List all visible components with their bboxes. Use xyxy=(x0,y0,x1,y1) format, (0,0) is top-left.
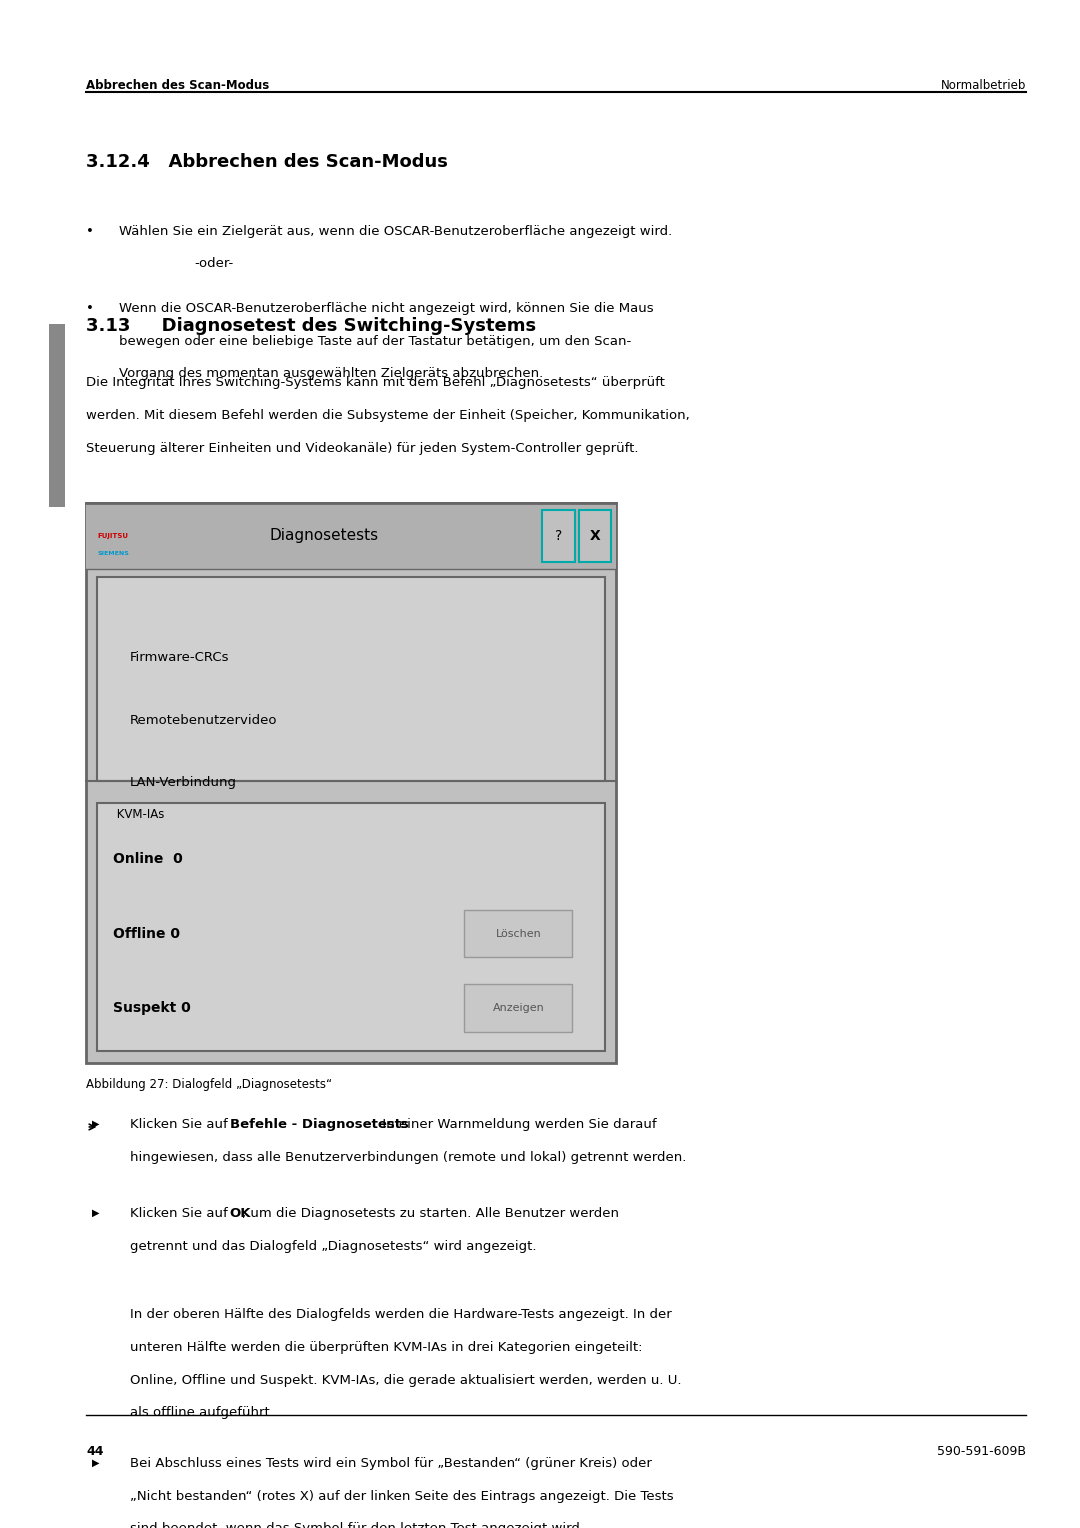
Text: OK: OK xyxy=(230,1207,252,1221)
Text: •: • xyxy=(86,225,94,237)
Text: Klicken Sie auf: Klicken Sie auf xyxy=(130,1207,231,1221)
FancyBboxPatch shape xyxy=(86,503,616,570)
Text: ▶: ▶ xyxy=(92,1458,99,1468)
Text: Firmware-CRCs: Firmware-CRCs xyxy=(130,651,229,665)
FancyBboxPatch shape xyxy=(579,510,611,562)
Text: bewegen oder eine beliebige Taste auf der Tastatur betätigen, um den Scan-: bewegen oder eine beliebige Taste auf de… xyxy=(119,335,631,347)
Text: getrennt und das Dialogfeld „Diagnosetests“ wird angezeigt.: getrennt und das Dialogfeld „Diagnosetes… xyxy=(130,1239,536,1253)
FancyBboxPatch shape xyxy=(464,909,572,958)
Text: In der oberen Hälfte des Dialogfelds werden die Hardware-Tests angezeigt. In der: In der oberen Hälfte des Dialogfelds wer… xyxy=(130,1308,672,1322)
Text: Abbrechen des Scan-Modus: Abbrechen des Scan-Modus xyxy=(86,79,270,92)
Text: als offline aufgeführt.: als offline aufgeführt. xyxy=(130,1406,273,1420)
Text: Bei Abschluss eines Tests wird ein Symbol für „Bestanden“ (grüner Kreis) oder: Bei Abschluss eines Tests wird ein Symbo… xyxy=(130,1458,651,1470)
Text: hingewiesen, dass alle Benutzerverbindungen (remote und lokal) getrennt werden.: hingewiesen, dass alle Benutzerverbindun… xyxy=(130,1151,686,1164)
Text: Remotebenutzervideo: Remotebenutzervideo xyxy=(130,714,278,727)
Text: Diagnosetests: Diagnosetests xyxy=(270,529,379,544)
Text: Normalbetrieb: Normalbetrieb xyxy=(941,79,1026,92)
Text: , um die Diagnosetests zu starten. Alle Benutzer werden: , um die Diagnosetests zu starten. Alle … xyxy=(242,1207,619,1221)
Text: Klicken Sie auf: Klicken Sie auf xyxy=(130,1118,231,1131)
Text: Löschen: Löschen xyxy=(496,929,541,938)
Text: FUJITSU: FUJITSU xyxy=(97,533,129,539)
FancyBboxPatch shape xyxy=(97,578,605,781)
Text: 3.13     Diagnosetest des Switching-Systems: 3.13 Diagnosetest des Switching-Systems xyxy=(86,316,537,335)
Text: 3.12.4   Abbrechen des Scan-Modus: 3.12.4 Abbrechen des Scan-Modus xyxy=(86,153,448,171)
Text: 44: 44 xyxy=(86,1445,104,1458)
FancyBboxPatch shape xyxy=(49,324,65,507)
Text: Online, Offline und Suspekt. KVM-IAs, die gerade aktualisiert werden, werden u. : Online, Offline und Suspekt. KVM-IAs, di… xyxy=(130,1374,681,1387)
Text: Abbildung 27: Dialogfeld „Diagnosetests“: Abbildung 27: Dialogfeld „Diagnosetests“ xyxy=(86,1077,333,1091)
FancyBboxPatch shape xyxy=(97,802,605,1051)
Text: LAN-Verbindung: LAN-Verbindung xyxy=(130,776,237,788)
Text: Die Integrität Ihres Switching-Systems kann mit dem Befehl „Diagnosetests“ überp: Die Integrität Ihres Switching-Systems k… xyxy=(86,376,665,390)
Text: X: X xyxy=(590,529,600,542)
Text: ?: ? xyxy=(555,529,562,542)
Text: Online  0: Online 0 xyxy=(113,853,184,866)
Text: Befehle - Diagnosetests: Befehle - Diagnosetests xyxy=(230,1118,408,1131)
Text: Steuerung älterer Einheiten und Videokanäle) für jeden System-Controller geprüft: Steuerung älterer Einheiten und Videokan… xyxy=(86,442,639,454)
FancyBboxPatch shape xyxy=(542,510,575,562)
Text: SIEMENS: SIEMENS xyxy=(97,552,130,556)
FancyBboxPatch shape xyxy=(464,984,572,1031)
Text: •: • xyxy=(86,303,94,315)
Text: Wählen Sie ein Zielgerät aus, wenn die OSCAR-Benutzeroberfläche angezeigt wird.: Wählen Sie ein Zielgerät aus, wenn die O… xyxy=(119,225,672,237)
Text: ▶: ▶ xyxy=(92,1209,99,1218)
Text: 590-591-609B: 590-591-609B xyxy=(937,1445,1026,1458)
Text: Anzeigen: Anzeigen xyxy=(492,1002,544,1013)
Text: . In einer Warnmeldung werden Sie darauf: . In einer Warnmeldung werden Sie darauf xyxy=(374,1118,657,1131)
Text: „Nicht bestanden“ (rotes X) auf der linken Seite des Eintrags angezeigt. Die Tes: „Nicht bestanden“ (rotes X) auf der link… xyxy=(130,1490,673,1502)
Text: KVM-IAs: KVM-IAs xyxy=(113,808,168,821)
Text: unteren Hälfte werden die überprüften KVM-IAs in drei Kategorien eingeteilt:: unteren Hälfte werden die überprüften KV… xyxy=(130,1342,643,1354)
Text: ▶: ▶ xyxy=(92,1118,99,1129)
Text: sind beendet, wenn das Symbol für den letzten Test angezeigt wird.: sind beendet, wenn das Symbol für den le… xyxy=(130,1522,583,1528)
Text: -oder-: -oder- xyxy=(194,257,233,270)
Text: Vorgang des momentan ausgewählten Zielgeräts abzubrechen.: Vorgang des momentan ausgewählten Zielge… xyxy=(119,367,543,380)
Text: werden. Mit diesem Befehl werden die Subsysteme der Einheit (Speicher, Kommunika: werden. Mit diesem Befehl werden die Sub… xyxy=(86,410,690,422)
FancyBboxPatch shape xyxy=(86,503,616,1063)
Text: Offline 0: Offline 0 xyxy=(113,926,180,941)
Text: Suspekt 0: Suspekt 0 xyxy=(113,1001,191,1015)
Text: Wenn die OSCAR-Benutzeroberfläche nicht angezeigt wird, können Sie die Maus: Wenn die OSCAR-Benutzeroberfläche nicht … xyxy=(119,303,653,315)
